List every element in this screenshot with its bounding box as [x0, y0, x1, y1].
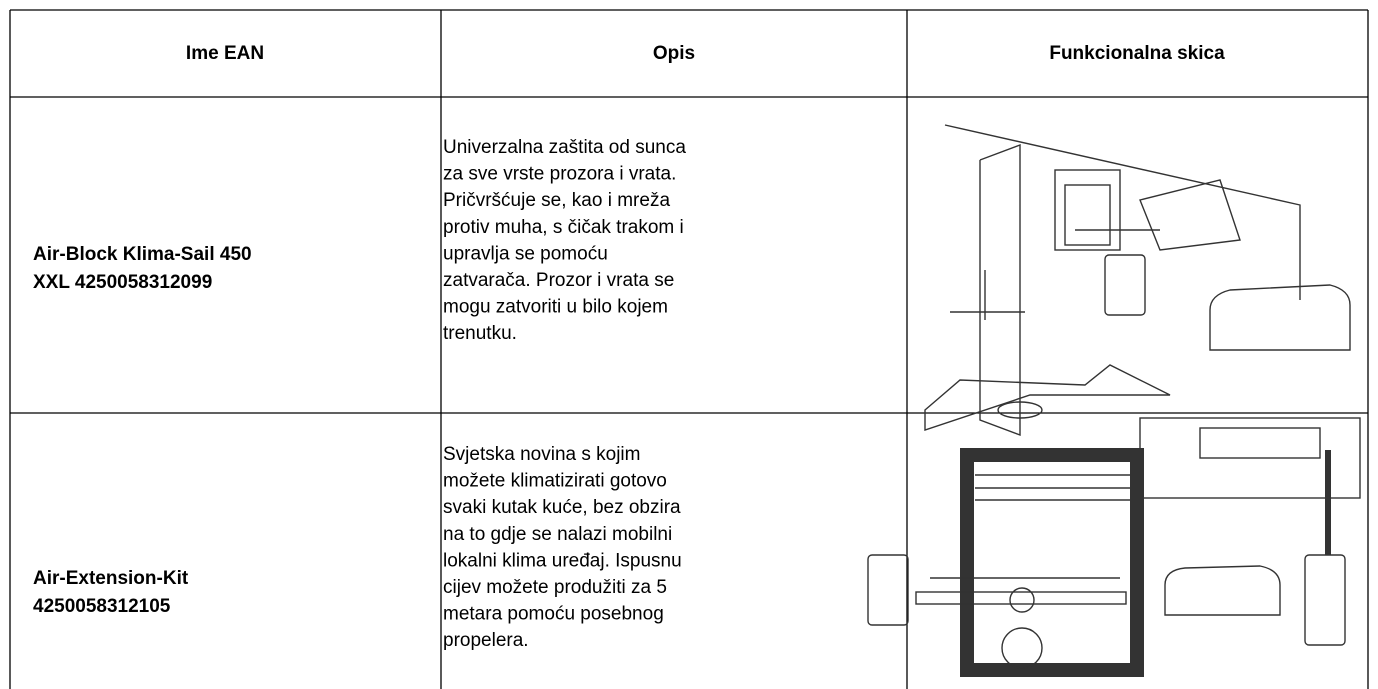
description-line: trenutku.: [443, 323, 517, 344]
product-name: 4250058312105: [33, 596, 171, 617]
description-line: Univerzalna zaštita od sunca: [443, 137, 686, 158]
description-line: možete klimatizirati gotovo: [443, 471, 667, 492]
description-line: svaki kutak kuće, bez obzira: [443, 497, 681, 518]
description-line: upravlja se pomoću: [443, 243, 608, 264]
description-line: Svjetska novina s kojim: [443, 444, 640, 465]
description-line: na to gdje se nalazi mobilni: [443, 524, 672, 545]
description-line: cijev možete produžiti za 5: [443, 577, 667, 598]
sketch-extension-kit: [867, 417, 1361, 677]
description-line: metara pomoću posebnog: [443, 604, 664, 625]
header-cell: Ime EAN: [186, 43, 264, 64]
description-line: mogu zatvoriti u bilo kojem: [443, 297, 668, 318]
description-line: lokalni klima uređaj. Ispusnu: [443, 550, 682, 571]
description-line: Pričvršćuje se, kao i mreža: [443, 190, 670, 211]
header-cell: Opis: [653, 43, 695, 64]
description-line: za sve vrste prozora i vrata.: [443, 164, 676, 185]
sketch-climate-sail: [924, 124, 1351, 437]
description-line: propelera.: [443, 630, 529, 651]
table-borders: [9, 9, 1369, 689]
product-name: Air-Block Klima-Sail 450: [33, 244, 252, 265]
product-name: XXL 4250058312099: [33, 272, 212, 293]
product-name: Air-Extension-Kit: [33, 568, 189, 589]
description-line: protiv muha, s čičak trakom i: [443, 217, 684, 238]
description-line: zatvarača. Prozor i vrata se: [443, 270, 674, 291]
header-cell: Funkcionalna skica: [1049, 43, 1225, 64]
